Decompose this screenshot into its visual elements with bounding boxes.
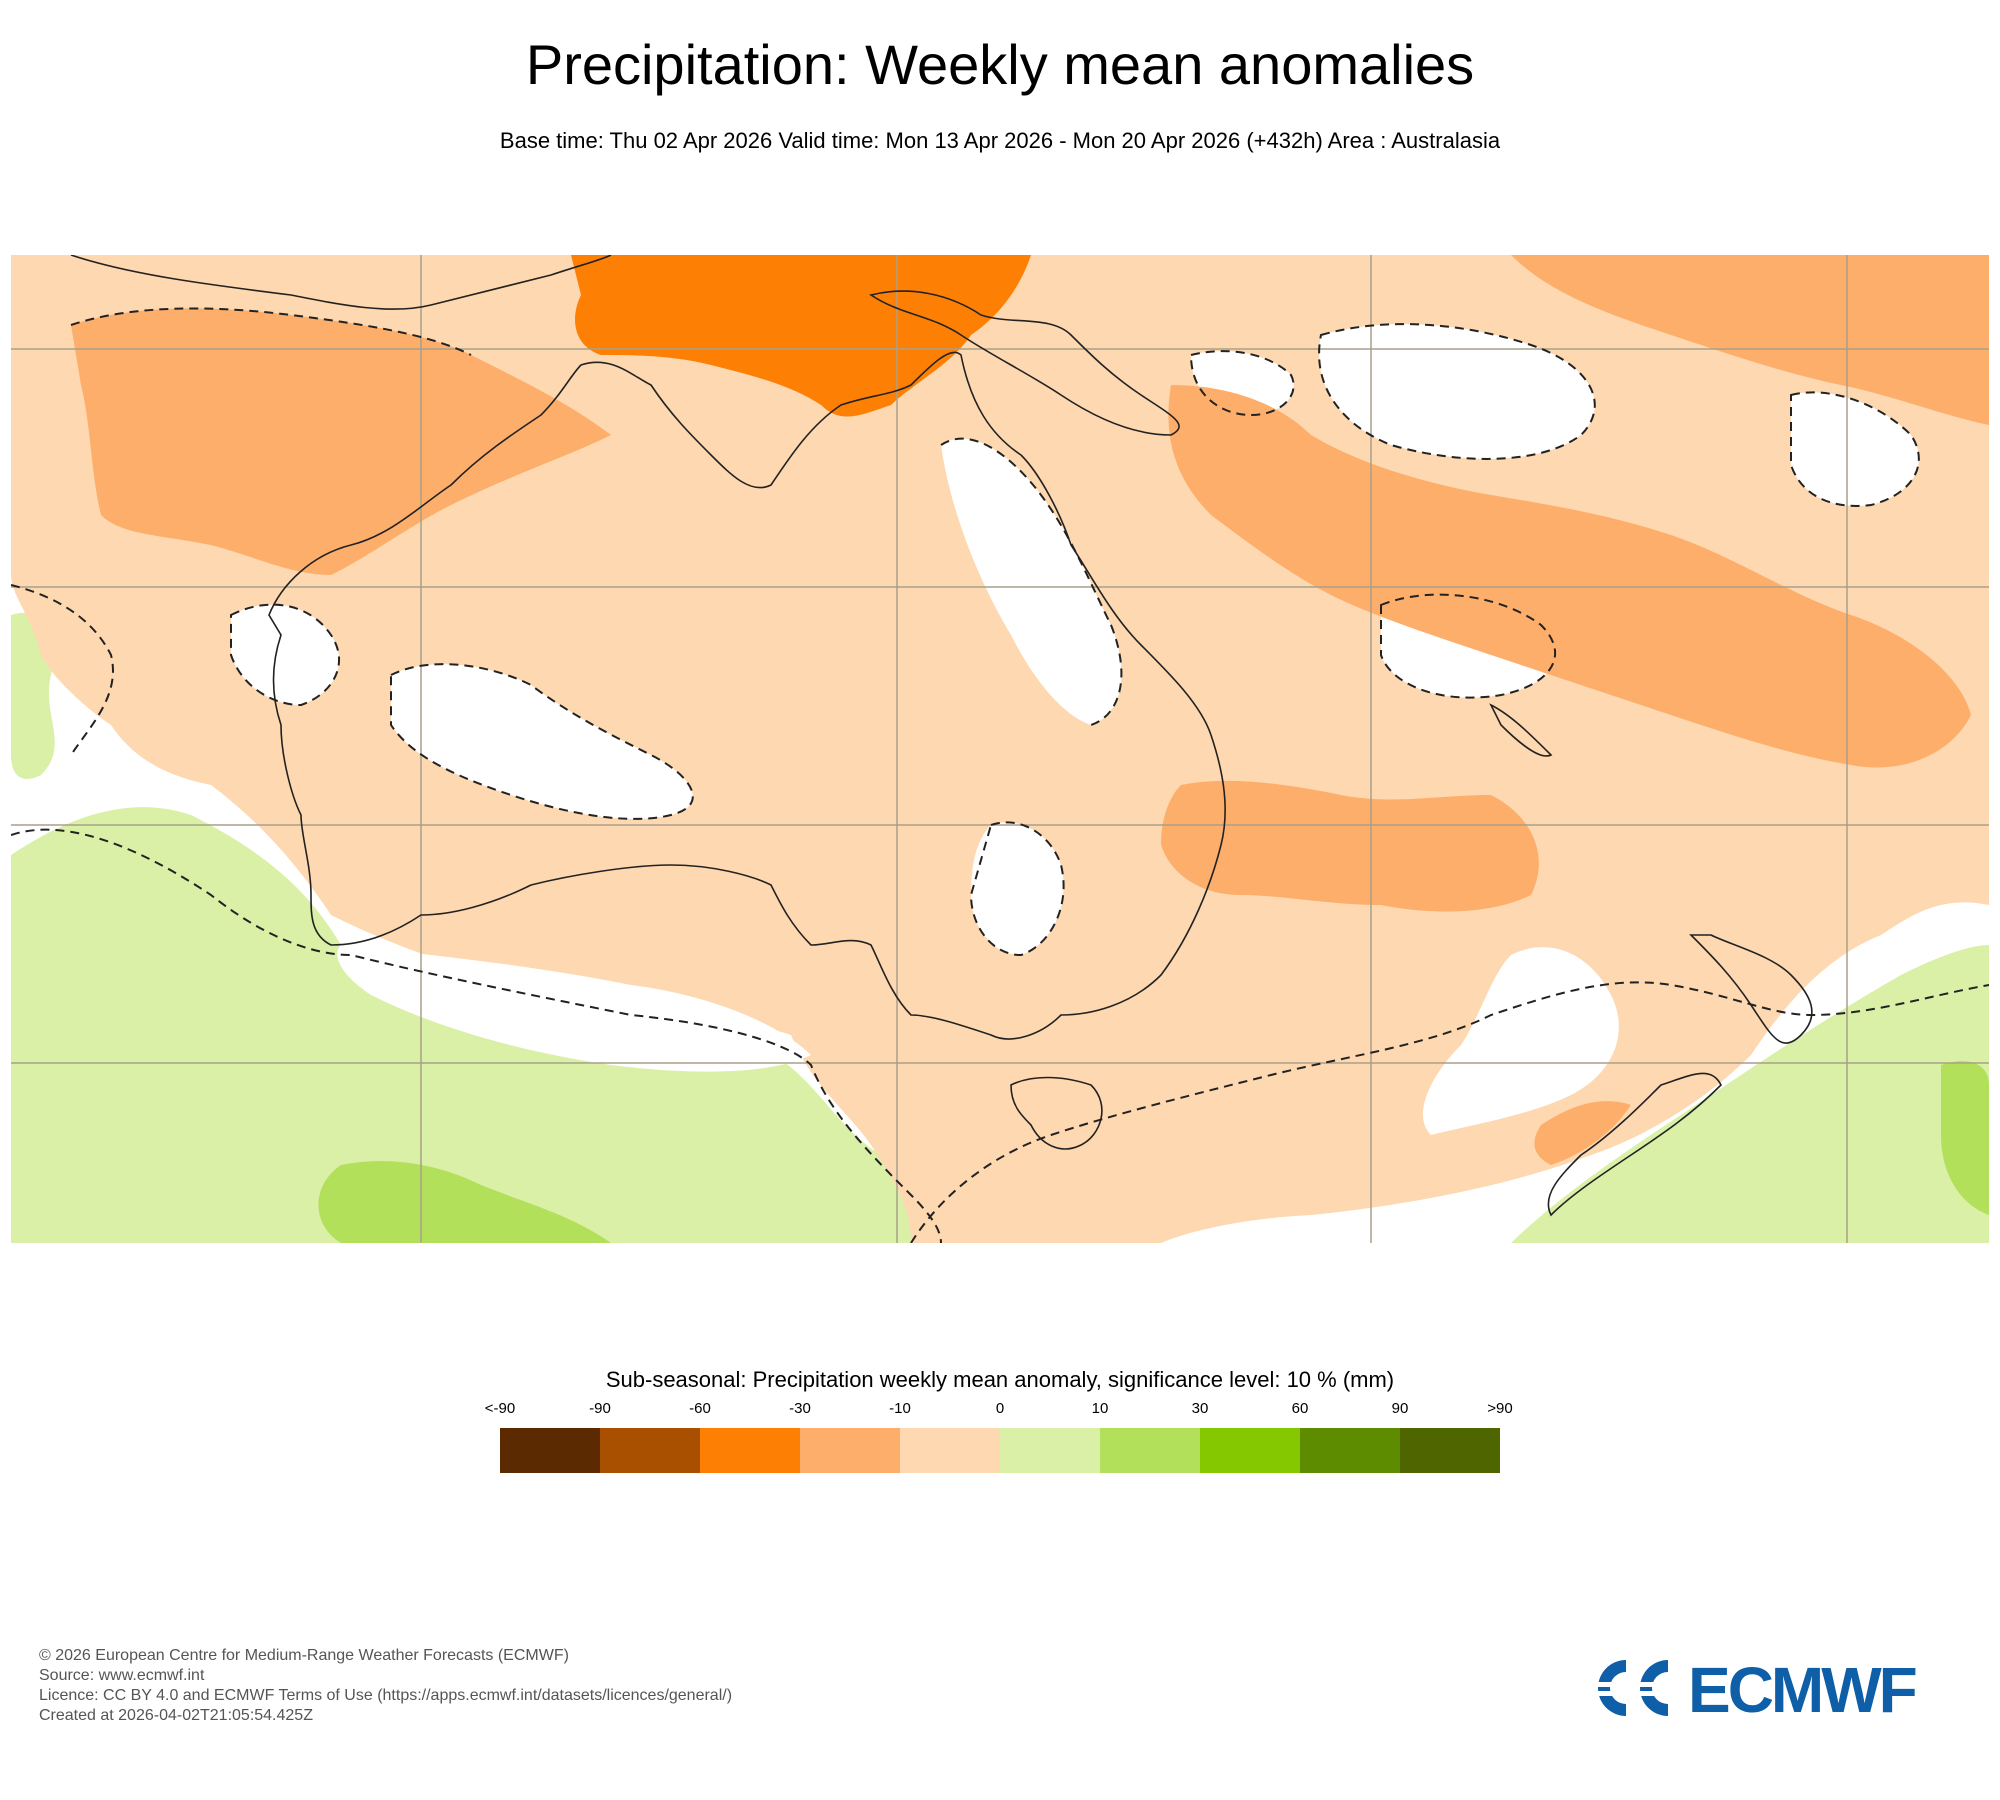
- ecmwf-logo: ECMWF: [1588, 1656, 1919, 1720]
- licence-text: Licence: CC BY 4.0 and ECMWF Terms of Us…: [39, 1687, 733, 1704]
- source-text: Source: www.ecmwf.int: [39, 1667, 205, 1684]
- neutral-zone-central-west: [391, 664, 693, 819]
- map-title: Precipitation: Weekly mean anomalies: [525, 33, 1475, 96]
- legend-color-swatch: [800, 1428, 900, 1473]
- coastlines: [70, 255, 1813, 1217]
- legend-tick-label: 60: [1291, 1400, 1309, 1417]
- legend-color-swatch: [900, 1428, 1000, 1473]
- legend-color-swatch: [1100, 1428, 1200, 1473]
- legend-tick-label: -60: [689, 1400, 711, 1417]
- new-guinea-coastline: [869, 290, 1180, 436]
- legend-color-swatch: [1300, 1428, 1400, 1473]
- legend-color-swatch: [1200, 1428, 1300, 1473]
- map-graticule: [11, 255, 1989, 1243]
- neutral-zone-new-zealand: [1422, 947, 1619, 1135]
- neutral-zone-north-queensland: [941, 438, 1122, 725]
- legend-tick-label: 10: [1091, 1400, 1109, 1417]
- legend-tick-label: -30: [789, 1400, 811, 1417]
- positive-anomaly-strong-east: [1941, 1061, 1989, 1215]
- neutral-zone-great-australian-bight: [337, 945, 811, 1072]
- negative-anomaly-moderate-nz: [1534, 1101, 1631, 1165]
- positive-anomaly-strong-south: [318, 1161, 611, 1243]
- negative-anomaly-moderate-northeast: [1511, 255, 1989, 425]
- new-zealand-north-coastline: [1689, 934, 1813, 1044]
- created-text: Created at 2026-04-02T21:05:54.425Z: [39, 1707, 313, 1724]
- legend-color-swatch: [700, 1428, 800, 1473]
- legend-tick-label: <-90: [484, 1400, 516, 1417]
- australia-coastline: [268, 351, 1226, 1040]
- positive-anomaly-south-east: [1511, 945, 1989, 1243]
- ecmwf-logo-text: ECMWF: [1688, 1656, 1916, 1720]
- legend-tick-label: -10: [889, 1400, 911, 1417]
- new-zealand-south-coastline: [1547, 1072, 1722, 1217]
- map-subtitle: Base time: Thu 02 Apr 2026 Valid time: M…: [499, 128, 1501, 153]
- neutral-zone-coral-sea: [1319, 324, 1595, 459]
- legend-color-swatch: [500, 1428, 600, 1473]
- color-legend: <-90 -90 -60 -30 -10 0 10 30 60 90 >90: [485, 1400, 1513, 1475]
- negative-anomaly-moderate-tasman: [1161, 780, 1539, 912]
- legend-title: Sub-seasonal: Precipitation weekly mean …: [605, 1367, 1395, 1392]
- neutral-zone-south-australia: [971, 822, 1064, 955]
- legend-tick-label: -90: [589, 1400, 611, 1417]
- legend-tick-label: 30: [1191, 1400, 1209, 1417]
- footer-credits: © 2026 European Centre for Medium-Range …: [39, 1646, 732, 1726]
- legend-tick-label: >90: [1487, 1400, 1513, 1417]
- legend-color-swatch: [1000, 1428, 1100, 1473]
- copyright-text: © 2026 European Centre for Medium-Range …: [39, 1647, 569, 1664]
- negative-anomaly-moderate-west: [71, 308, 611, 575]
- legend-color-swatch: [1400, 1428, 1500, 1473]
- legend-tick-label: 90: [1391, 1400, 1409, 1417]
- indonesia-coastline: [70, 255, 612, 310]
- precipitation-anomaly-map: [11, 255, 1989, 1243]
- new-caledonia-coastline: [1489, 703, 1553, 757]
- neutral-zone-west-ocean: [231, 604, 340, 705]
- legend-color-swatch: [600, 1428, 700, 1473]
- negative-anomaly-moderate-east: [1168, 385, 1971, 768]
- legend-tick-label: 0: [995, 1400, 1005, 1417]
- negative-anomaly-strong-north: [571, 255, 1031, 417]
- tasmania-coastline: [1010, 1076, 1103, 1150]
- neutral-zone-east-pacific: [1791, 392, 1919, 506]
